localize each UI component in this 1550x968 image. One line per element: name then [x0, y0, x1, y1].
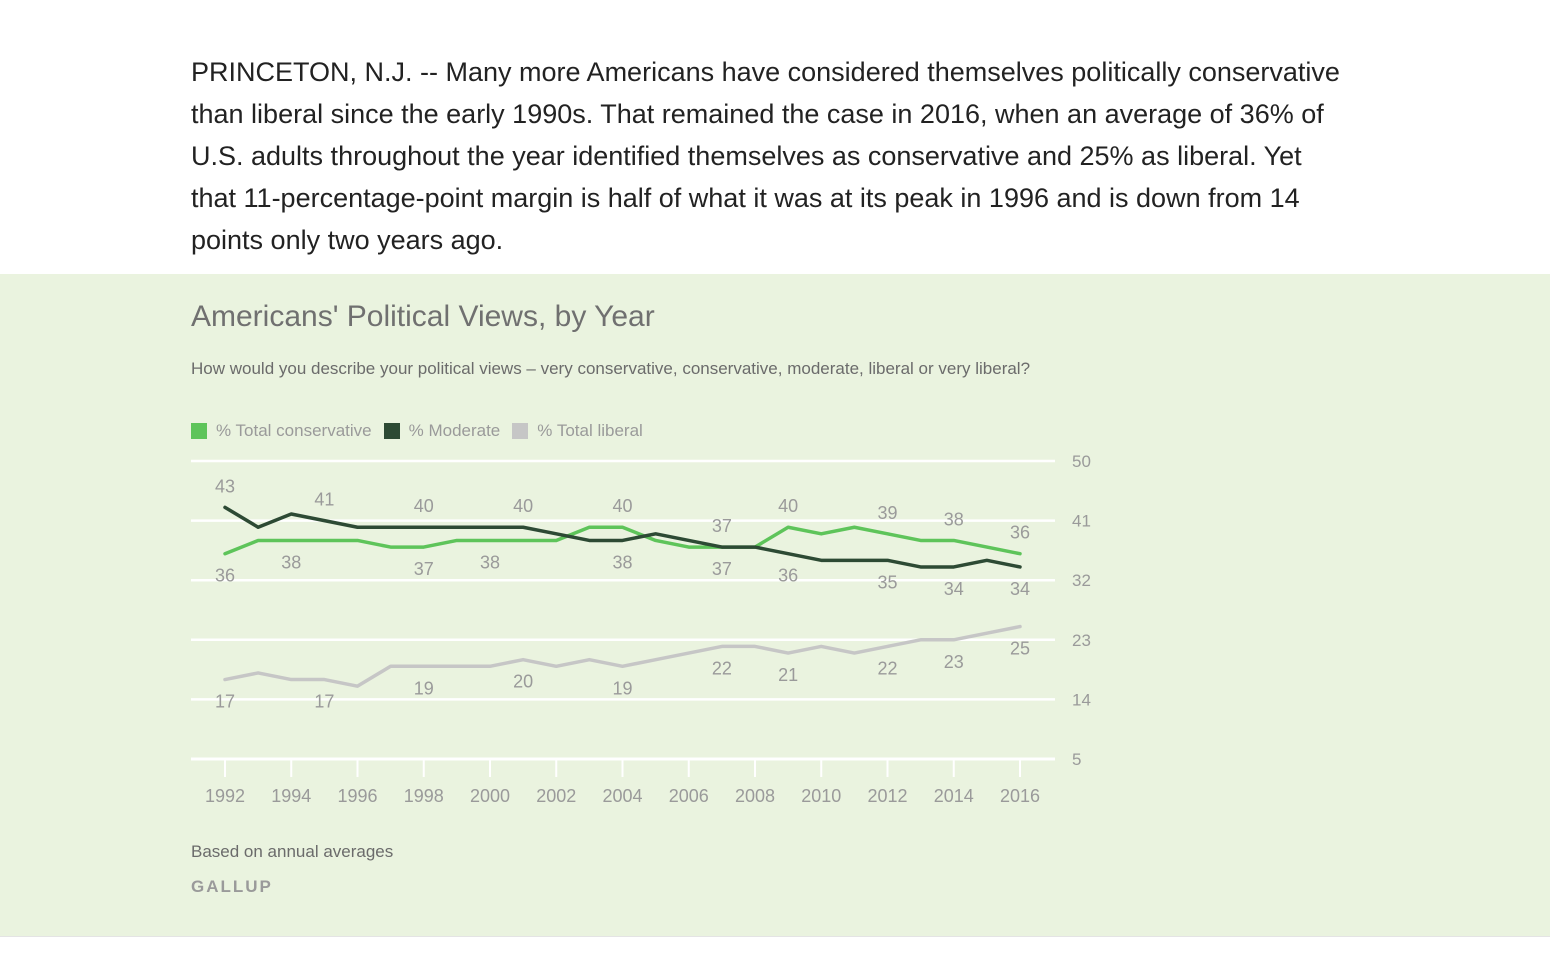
data-label-liberal-2009: 21 [778, 665, 798, 685]
y-tick-label-5: 5 [1072, 750, 1081, 769]
chart-title: Americans' Political Views, by Year [191, 300, 655, 333]
x-tick-label-2004: 2004 [602, 786, 642, 806]
data-label-moderate-2009: 36 [778, 566, 798, 586]
data-label-conservative-2004: 38 [612, 552, 632, 572]
y-tick-label-32: 32 [1072, 571, 1091, 590]
legend-item-liberal: % Total liberal [512, 421, 643, 441]
data-label-moderate-2001: 40 [513, 496, 533, 516]
y-tick-label-41: 41 [1072, 512, 1091, 531]
y-tick-label-50: 50 [1072, 452, 1091, 471]
x-tick-label-1998: 1998 [404, 786, 444, 806]
data-label-moderate-2012: 35 [877, 572, 897, 592]
data-label-conservative-2012: 39 [877, 503, 897, 523]
data-label-conservative-2014: 38 [944, 509, 964, 529]
data-label-moderate-2004: 40 [612, 496, 632, 516]
data-label-moderate-1995: 41 [314, 490, 334, 510]
data-label-liberal-2012: 22 [877, 658, 897, 678]
x-tick-label-2014: 2014 [934, 786, 974, 806]
x-tick-label-1992: 1992 [205, 786, 245, 806]
chart-footnote: Based on annual averages [191, 842, 394, 861]
x-tick-label-2006: 2006 [669, 786, 709, 806]
bottom-divider [0, 936, 1550, 937]
data-label-liberal-2007: 22 [712, 658, 732, 678]
article-paragraph: PRINCETON, N.J. -- Many more Americans h… [191, 57, 1340, 255]
legend-label-conservative: % Total conservative [216, 421, 372, 440]
data-label-liberal-2016: 25 [1010, 639, 1030, 659]
data-label-liberal-1992: 17 [215, 692, 235, 712]
data-label-moderate-2014: 34 [944, 579, 964, 599]
x-tick-label-2016: 2016 [1000, 786, 1040, 806]
chart-subtitle: How would you describe your political vi… [191, 359, 1031, 378]
series-line-liberal [223, 624, 1022, 688]
data-label-conservative-2016: 36 [1010, 523, 1030, 543]
data-label-moderate-2007: 37 [712, 559, 732, 579]
y-tick-label-23: 23 [1072, 631, 1091, 650]
chart-panel [0, 274, 1550, 936]
legend-swatch-conservative [191, 423, 207, 439]
data-label-moderate-1992: 43 [215, 476, 235, 496]
data-label-conservative-1998: 37 [414, 559, 434, 579]
data-label-liberal-2004: 19 [612, 678, 632, 698]
x-tick-label-1996: 1996 [337, 786, 377, 806]
x-tick-label-2008: 2008 [735, 786, 775, 806]
y-tick-label-14: 14 [1072, 690, 1091, 709]
data-label-moderate-2016: 34 [1010, 579, 1030, 599]
data-label-liberal-2014: 23 [944, 652, 964, 672]
legend-swatch-moderate [383, 423, 400, 439]
data-label-liberal-2001: 20 [513, 672, 533, 692]
chart-legend: % Total conservative % Moderate % Total … [191, 421, 655, 441]
data-label-liberal-1998: 19 [414, 678, 434, 698]
x-tick-label-2010: 2010 [801, 786, 841, 806]
chart-source: GALLUP [191, 877, 273, 896]
data-label-conservative-1992: 36 [215, 566, 235, 586]
x-tick-label-2002: 2002 [536, 786, 576, 806]
legend-swatch-liberal [512, 423, 529, 439]
x-tick-label-1994: 1994 [271, 786, 311, 806]
legend-label-liberal: % Total liberal [537, 421, 643, 440]
data-label-liberal-1995: 17 [314, 692, 334, 712]
series-line-conservative [223, 525, 1022, 556]
legend-item-conservative: % Total conservative [191, 421, 372, 441]
x-tick-label-2000: 2000 [470, 786, 510, 806]
legend-label-moderate: % Moderate [408, 421, 501, 440]
data-label-moderate-1998: 40 [414, 496, 434, 516]
x-tick-label-2012: 2012 [867, 786, 907, 806]
data-label-conservative-2009: 40 [778, 496, 798, 516]
legend-item-moderate: % Moderate [383, 421, 501, 441]
data-label-moderate-2007: 37 [712, 516, 732, 536]
data-label-conservative-1994: 38 [281, 552, 301, 572]
series-line-moderate [223, 505, 1022, 569]
data-label-conservative-2000: 38 [480, 552, 500, 572]
